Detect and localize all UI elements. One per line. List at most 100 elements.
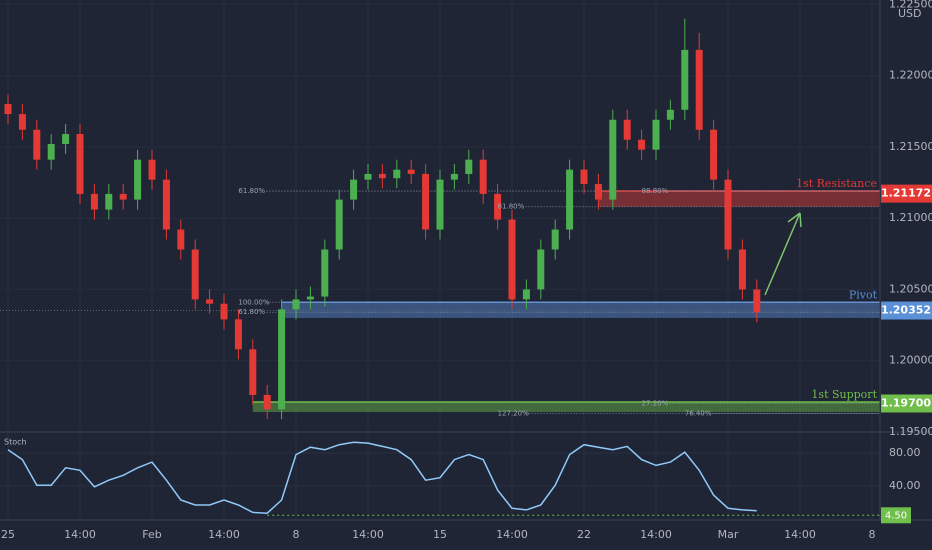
fib-label: 88.80% xyxy=(642,187,669,195)
candle-body xyxy=(191,249,199,300)
candle-body xyxy=(148,159,156,180)
candle-body xyxy=(681,49,689,110)
candle-body xyxy=(206,299,214,304)
x-tick-label: 22 xyxy=(577,528,591,541)
fib-label: 127.20% xyxy=(498,409,529,417)
x-tick-label: 14:00 xyxy=(208,528,240,541)
currency: USD xyxy=(898,7,922,20)
x-tick-label: 14:00 xyxy=(352,528,384,541)
y-tick-label: 1.20000 xyxy=(889,354,932,367)
candle-body xyxy=(350,179,358,200)
candle-body xyxy=(738,249,746,290)
indicator-badge-label: 4.50 xyxy=(885,510,907,521)
candle-body xyxy=(537,249,545,290)
indicator-title: Stoch xyxy=(4,438,27,447)
candle-body xyxy=(62,134,70,144)
candle-body xyxy=(652,119,660,150)
candle-body xyxy=(263,394,271,410)
candle-body xyxy=(364,173,372,180)
zone xyxy=(598,191,880,207)
x-tick-label: 14:00 xyxy=(64,528,96,541)
candle-body xyxy=(623,119,631,140)
candle-body xyxy=(76,134,84,194)
candle-body xyxy=(33,129,41,160)
candle-body xyxy=(609,119,617,200)
candle-body xyxy=(119,193,127,200)
candle-body xyxy=(292,299,300,310)
candle-body xyxy=(162,179,170,230)
x-tick-label: 25 xyxy=(1,528,15,541)
marks xyxy=(0,18,881,516)
zone-name: 1st Support xyxy=(811,388,877,401)
candle-body xyxy=(177,229,185,250)
y-tick-label: 1.19500 xyxy=(889,425,932,438)
x-tick-label: 15 xyxy=(433,528,447,541)
candle-body xyxy=(220,303,228,320)
y-tick-label: 1.20500 xyxy=(889,282,932,295)
candle-body xyxy=(335,199,343,250)
y-tick-label: 1.22500 xyxy=(889,0,932,10)
x-tick-label: 14:00 xyxy=(496,528,528,541)
candle-body xyxy=(710,129,718,180)
y-tick-label: 1.21000 xyxy=(889,211,932,224)
candle-body xyxy=(494,193,502,220)
price-badge-label: 1.20352 xyxy=(881,304,931,317)
x-tick-label: Mar xyxy=(718,528,739,541)
candle-body xyxy=(594,183,602,200)
candle-body xyxy=(522,289,530,300)
fib-label: 76.40% xyxy=(685,409,712,417)
fib-label: 61.80% xyxy=(238,308,265,316)
price-badge xyxy=(881,184,932,203)
candle-body xyxy=(278,309,286,410)
candle-body xyxy=(465,159,473,174)
zone xyxy=(281,302,881,318)
candle-body xyxy=(4,104,12,115)
candle-body xyxy=(90,193,98,210)
candle-body xyxy=(450,173,458,180)
indicator-line xyxy=(7,441,757,514)
price-badge-label: 1.21172 xyxy=(881,187,931,200)
candle-body xyxy=(753,289,761,313)
candle-body xyxy=(306,296,314,300)
y2-tick-label: 40.00 xyxy=(889,479,921,492)
candle-body xyxy=(422,173,430,230)
candle-body xyxy=(580,169,588,184)
x-tick-label: 8 xyxy=(869,528,876,541)
arrow xyxy=(764,212,802,296)
candle-body xyxy=(638,139,646,150)
fib-label: 27.20% xyxy=(642,399,669,407)
zone-name: 1st Resistance xyxy=(796,177,877,190)
candle-body xyxy=(18,114,26,130)
candle-body xyxy=(724,179,732,250)
candle-body xyxy=(436,179,444,230)
fib-label: 61.80% xyxy=(498,203,525,211)
fib-label: 61.80% xyxy=(238,187,265,195)
price-badge xyxy=(881,394,932,413)
price-badge-label: 1.19700 xyxy=(881,396,931,409)
candle-body xyxy=(134,159,142,200)
x-tick-label: 14:00 xyxy=(784,528,816,541)
candle-body xyxy=(666,109,674,120)
price-badge xyxy=(881,301,932,320)
y2-tick-label: 80.00 xyxy=(889,446,921,459)
candle-body xyxy=(47,144,55,160)
x-tick-label: Feb xyxy=(142,528,161,541)
fib-label: 100.00% xyxy=(238,298,269,306)
candle-body xyxy=(378,173,386,179)
x-tick-label: 8 xyxy=(293,528,300,541)
candle-body xyxy=(695,49,703,130)
candle-body xyxy=(508,219,516,300)
x-tick-label: 14:00 xyxy=(640,528,672,541)
candle-body xyxy=(249,349,257,395)
candle-body xyxy=(551,229,559,250)
indicator-badge xyxy=(881,507,911,524)
y-tick-label: 1.22000 xyxy=(889,69,932,82)
candle-body xyxy=(479,159,487,194)
zone-name: Pivot xyxy=(849,288,878,301)
zone xyxy=(252,402,881,413)
candle-body xyxy=(321,249,329,297)
